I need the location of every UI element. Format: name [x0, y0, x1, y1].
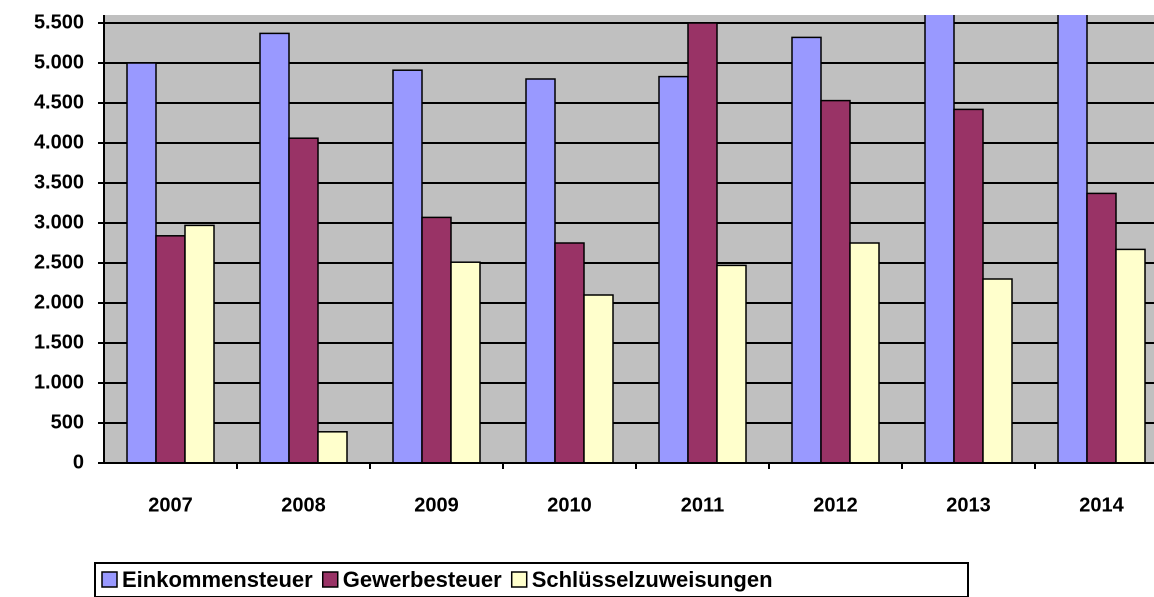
y-tick-label: 3.000 — [34, 211, 84, 233]
y-tick-label: 5.000 — [34, 51, 84, 73]
bar — [392, 69, 423, 463]
y-tick-label: 4.000 — [34, 131, 84, 153]
legend-swatch — [321, 571, 339, 588]
legend-swatch — [101, 571, 118, 588]
y-tick-label: 500 — [51, 411, 84, 433]
bar — [583, 294, 614, 463]
bar — [820, 99, 851, 463]
bar — [716, 264, 747, 463]
y-tick-label: 1.500 — [34, 331, 84, 353]
x-tick-label: 2013 — [946, 494, 991, 516]
bar — [155, 235, 186, 463]
bar — [525, 78, 556, 463]
bar — [791, 36, 822, 463]
y-tick-label: 4.500 — [34, 91, 84, 113]
bar — [849, 242, 880, 463]
y-tick-label: 3.500 — [34, 171, 84, 193]
bar — [982, 278, 1013, 463]
bar — [184, 224, 215, 463]
x-tick-label: 2012 — [813, 494, 858, 516]
x-tick-label: 2009 — [414, 494, 459, 516]
x-tick-label: 2010 — [547, 494, 592, 516]
bar — [288, 137, 319, 463]
x-tick-label: 2011 — [681, 494, 724, 516]
legend-label: Gewerbesteuer — [343, 567, 502, 592]
y-tick-label: 0 — [73, 451, 84, 473]
legend-label: Schlüsselzuweisungen — [532, 567, 773, 592]
bar — [554, 242, 585, 463]
x-tick-label: 2007 — [148, 494, 193, 516]
x-tick-label: 2008 — [281, 494, 326, 516]
bar — [953, 108, 984, 463]
bar — [126, 62, 157, 463]
y-tick-label: 2.000 — [34, 291, 84, 313]
y-tick-label: 5.500 — [34, 11, 84, 33]
bar — [259, 32, 290, 463]
axes: 0 500 1.000 1.500 2.000 2.500 3.000 3.500 4.000 4… — [34, 11, 1154, 516]
legend-swatch — [510, 571, 528, 588]
bar — [1057, 15, 1088, 463]
bar — [687, 22, 718, 463]
bar — [317, 431, 348, 463]
legend-box — [94, 562, 969, 597]
bars — [126, 15, 1146, 463]
x-tick-label: 2014 — [1079, 494, 1124, 516]
bar — [1115, 248, 1146, 463]
legend: Einkommensteuer Gewerbesteuer Schlüsselzuw… — [101, 567, 773, 592]
y-tick-label: 2.500 — [34, 251, 84, 273]
bar — [450, 261, 481, 463]
bar — [421, 216, 452, 463]
bar — [924, 15, 955, 463]
legend-label: Einkommensteuer — [122, 567, 313, 592]
y-tick-label: 1.000 — [34, 371, 84, 393]
bar — [658, 75, 689, 463]
bar — [1086, 192, 1117, 463]
